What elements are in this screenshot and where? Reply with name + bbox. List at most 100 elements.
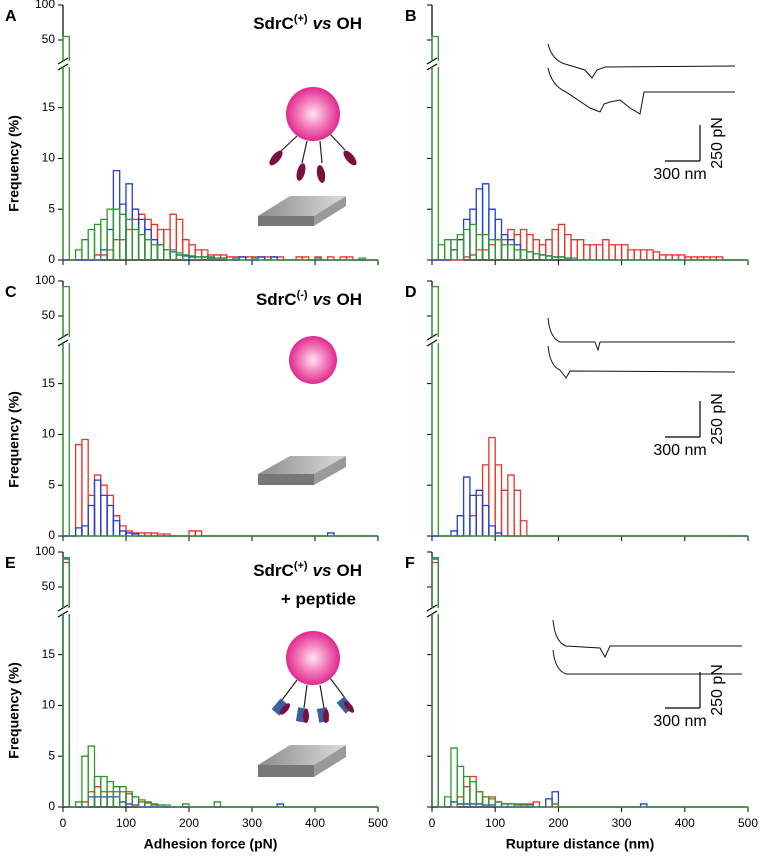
bar <box>507 239 515 260</box>
bar <box>188 244 196 260</box>
bar <box>62 285 70 536</box>
bar <box>551 228 560 260</box>
bar <box>488 208 496 260</box>
bar <box>100 484 108 536</box>
bar <box>589 244 597 260</box>
bar <box>456 239 465 260</box>
title-part: SdrC <box>253 14 294 33</box>
bar <box>150 244 159 260</box>
bar <box>494 801 503 807</box>
title-part: SdrC <box>253 561 294 580</box>
bar <box>494 464 503 536</box>
bar <box>326 532 335 536</box>
scale-label: 250 pN <box>709 117 726 169</box>
bar <box>125 218 133 260</box>
bar <box>62 561 70 807</box>
y-tick-label: 0 <box>48 528 55 542</box>
bar <box>526 251 534 260</box>
bar <box>469 254 477 260</box>
bar <box>100 254 108 260</box>
bar <box>450 747 458 807</box>
bar <box>106 796 115 807</box>
title-part: (+) <box>294 560 308 572</box>
bar <box>112 208 121 260</box>
bar <box>646 249 654 260</box>
bar <box>462 228 471 260</box>
panel-label: F <box>405 555 415 572</box>
bar <box>106 249 115 260</box>
bar <box>469 515 477 536</box>
bar <box>532 801 541 807</box>
bar <box>488 244 496 260</box>
bar <box>251 257 259 260</box>
title-part: vs <box>313 290 332 309</box>
bar <box>519 249 528 260</box>
bar <box>513 249 522 260</box>
bar <box>519 228 528 260</box>
bar <box>106 208 115 260</box>
bar <box>182 255 190 260</box>
bar <box>270 256 278 260</box>
y-tick-label: 5 <box>48 748 55 762</box>
bar <box>74 443 83 536</box>
bar <box>87 494 96 536</box>
y-tick-label: 15 <box>42 376 56 390</box>
y-tick-label: 50 <box>42 32 56 46</box>
bar <box>93 796 102 807</box>
bar <box>620 244 629 260</box>
bar <box>213 801 222 807</box>
bar <box>188 255 196 260</box>
x-axis-label: Adhesion force (pN) <box>144 836 278 852</box>
bar <box>488 525 496 536</box>
bar <box>119 791 127 807</box>
bar <box>481 233 490 260</box>
y-tick-label: 10 <box>42 698 56 712</box>
bar <box>81 525 89 536</box>
title-part: vs <box>313 561 332 580</box>
bar <box>93 254 102 260</box>
bar <box>112 520 121 536</box>
bar <box>538 254 547 260</box>
title-part: OH <box>337 290 363 309</box>
bar <box>551 803 560 807</box>
bar <box>456 765 465 807</box>
bar <box>431 561 439 807</box>
bar <box>163 533 171 536</box>
bar <box>100 796 108 807</box>
bar <box>358 257 367 260</box>
bar <box>163 228 171 260</box>
bar <box>169 213 178 260</box>
bar <box>345 256 354 260</box>
bar <box>671 254 680 260</box>
bar <box>494 239 503 260</box>
x-tick-label: 0 <box>60 816 67 830</box>
bar <box>513 233 522 260</box>
bar <box>87 504 96 536</box>
bar <box>125 793 133 807</box>
bar <box>627 249 635 260</box>
title-part: SdrC <box>256 290 297 309</box>
bar <box>137 799 146 807</box>
bar <box>595 244 604 260</box>
bar <box>538 254 547 260</box>
bar <box>494 801 503 807</box>
scale-label: 250 pN <box>709 664 726 716</box>
bar <box>608 244 616 260</box>
y-tick-label: 5 <box>48 201 55 215</box>
bar <box>481 183 490 260</box>
bar <box>633 249 642 260</box>
bar <box>137 218 146 260</box>
bar <box>532 239 541 260</box>
bar <box>119 786 127 807</box>
bar <box>658 254 667 260</box>
bar <box>526 804 534 807</box>
bar <box>93 474 102 536</box>
bar <box>551 791 560 807</box>
bar <box>500 233 509 260</box>
panel-label: B <box>405 8 417 25</box>
bar <box>513 244 522 260</box>
bar <box>494 239 503 260</box>
bar <box>526 251 534 260</box>
bar <box>469 780 477 807</box>
